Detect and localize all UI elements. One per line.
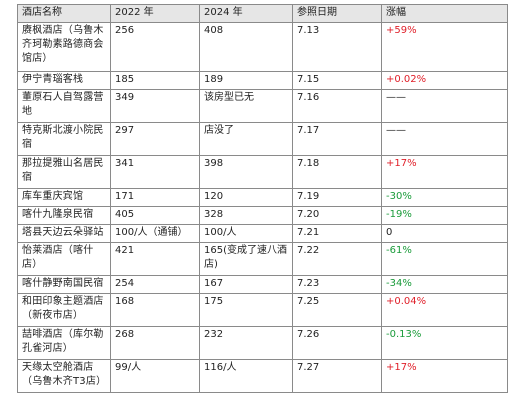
table-row: 伊宁青瑙客栈 185 189 7.15 +0.02%: [17, 71, 508, 90]
hotel-name-cell: 董原石人自驾露营地: [17, 89, 111, 123]
change-cell: -0.13%: [381, 326, 508, 360]
reference-date-cell: 7.27: [292, 359, 382, 393]
table-body: 赓枫酒店（乌鲁木齐珂勒素路德商会馆店） 256 408 7.13 +59% 伊宁青瑙客栈 1…: [17, 22, 508, 393]
reference-date-cell: 7.25: [292, 293, 382, 327]
price-2022-cell: 254: [110, 275, 200, 294]
change-cell: +17%: [381, 155, 508, 189]
hotel-name-cell: 喀什静野南国民宿: [17, 275, 111, 294]
price-2022-cell: 341: [110, 155, 200, 189]
hotel-name-cell: 喀什九隆泉民宿: [17, 206, 111, 225]
price-2022-cell: 405: [110, 206, 200, 225]
header-reference-date: 参照日期: [292, 4, 382, 23]
price-2022-cell: 421: [110, 242, 200, 276]
table-header: 酒店名称 2022 年 2024 年 参照日期 涨幅: [17, 4, 508, 23]
price-2022-cell: 268: [110, 326, 200, 360]
price-2022-cell: 297: [110, 122, 200, 156]
header-hotel-name: 酒店名称: [17, 4, 111, 23]
table-row: 喀什九隆泉民宿 405 328 7.20 -19%: [17, 206, 508, 225]
price-2024-cell: 120: [199, 188, 293, 207]
hotel-name-cell: 赓枫酒店（乌鲁木齐珂勒素路德商会馆店）: [17, 22, 111, 72]
reference-date-cell: 7.21: [292, 224, 382, 243]
table-row: 喆啡酒店（库尔勒孔雀河店） 268 232 7.26 -0.13%: [17, 326, 508, 360]
reference-date-cell: 7.23: [292, 275, 382, 294]
header-row: 酒店名称 2022 年 2024 年 参照日期 涨幅: [17, 4, 508, 23]
change-cell: +59%: [381, 22, 508, 72]
hotel-name-cell: 伊宁青瑙客栈: [17, 71, 111, 90]
hotel-name-cell: 塔县天边云朵驿站: [17, 224, 111, 243]
hotel-price-table: 酒店名称 2022 年 2024 年 参照日期 涨幅 赓枫酒店（乌鲁木齐珂勒素路…: [17, 4, 508, 393]
hotel-name-cell: 怡莱酒店（喀什店）: [17, 242, 111, 276]
table-row: 库车重庆宾馆 171 120 7.19 -30%: [17, 188, 508, 207]
reference-date-cell: 7.16: [292, 89, 382, 123]
price-2024-cell: 328: [199, 206, 293, 225]
price-2024-cell: 100/人: [199, 224, 293, 243]
price-2024-cell: 店没了: [199, 122, 293, 156]
change-cell: +17%: [381, 359, 508, 393]
table-row: 那拉提雅山名居民宿 341 398 7.18 +17%: [17, 155, 508, 189]
table-row: 和田印象主题酒店（新夜市店） 168 175 7.25 +0.04%: [17, 293, 508, 327]
table-row: 天缘太空舱酒店（乌鲁木齐T3店） 99/人 116/人 7.27 +17%: [17, 359, 508, 393]
reference-date-cell: 7.18: [292, 155, 382, 189]
change-cell: -30%: [381, 188, 508, 207]
change-cell: 0: [381, 224, 508, 243]
change-cell: +0.02%: [381, 71, 508, 90]
change-cell: ——: [381, 122, 508, 156]
reference-date-cell: 7.19: [292, 188, 382, 207]
reference-date-cell: 7.26: [292, 326, 382, 360]
reference-date-cell: 7.22: [292, 242, 382, 276]
change-cell: -61%: [381, 242, 508, 276]
price-2024-cell: 232: [199, 326, 293, 360]
change-cell: +0.04%: [381, 293, 508, 327]
price-2024-cell: 408: [199, 22, 293, 72]
table-row: 特克斯北渡小院民宿 297 店没了 7.17 ——: [17, 122, 508, 156]
price-2022-cell: 349: [110, 89, 200, 123]
table-row: 怡莱酒店（喀什店） 421 165(变成了速八酒店) 7.22 -61%: [17, 242, 508, 276]
price-2024-cell: 该房型已无: [199, 89, 293, 123]
price-2022-cell: 185: [110, 71, 200, 90]
reference-date-cell: 7.13: [292, 22, 382, 72]
hotel-name-cell: 库车重庆宾馆: [17, 188, 111, 207]
reference-date-cell: 7.20: [292, 206, 382, 225]
header-year-2024: 2024 年: [199, 4, 293, 23]
price-2024-cell: 116/人: [199, 359, 293, 393]
table-row: 喀什静野南国民宿 254 167 7.23 -34%: [17, 275, 508, 294]
price-2022-cell: 100/人（通铺）: [110, 224, 200, 243]
price-2022-cell: 99/人: [110, 359, 200, 393]
header-year-2022: 2022 年: [110, 4, 200, 23]
hotel-name-cell: 天缘太空舱酒店（乌鲁木齐T3店）: [17, 359, 111, 393]
change-cell: ——: [381, 89, 508, 123]
price-2022-cell: 171: [110, 188, 200, 207]
table-row: 赓枫酒店（乌鲁木齐珂勒素路德商会馆店） 256 408 7.13 +59%: [17, 22, 508, 72]
price-2022-cell: 256: [110, 22, 200, 72]
hotel-name-cell: 喆啡酒店（库尔勒孔雀河店）: [17, 326, 111, 360]
table-row: 塔县天边云朵驿站 100/人（通铺） 100/人 7.21 0: [17, 224, 508, 243]
hotel-name-cell: 特克斯北渡小院民宿: [17, 122, 111, 156]
price-2022-cell: 168: [110, 293, 200, 327]
header-change: 涨幅: [381, 4, 508, 23]
hotel-name-cell: 和田印象主题酒店（新夜市店）: [17, 293, 111, 327]
change-cell: -34%: [381, 275, 508, 294]
price-2024-cell: 189: [199, 71, 293, 90]
price-2024-cell: 167: [199, 275, 293, 294]
reference-date-cell: 7.15: [292, 71, 382, 90]
hotel-name-cell: 那拉提雅山名居民宿: [17, 155, 111, 189]
change-cell: -19%: [381, 206, 508, 225]
table-row: 董原石人自驾露营地 349 该房型已无 7.16 ——: [17, 89, 508, 123]
reference-date-cell: 7.17: [292, 122, 382, 156]
price-2024-cell: 175: [199, 293, 293, 327]
price-2024-cell: 398: [199, 155, 293, 189]
price-2024-cell: 165(变成了速八酒店): [199, 242, 293, 276]
